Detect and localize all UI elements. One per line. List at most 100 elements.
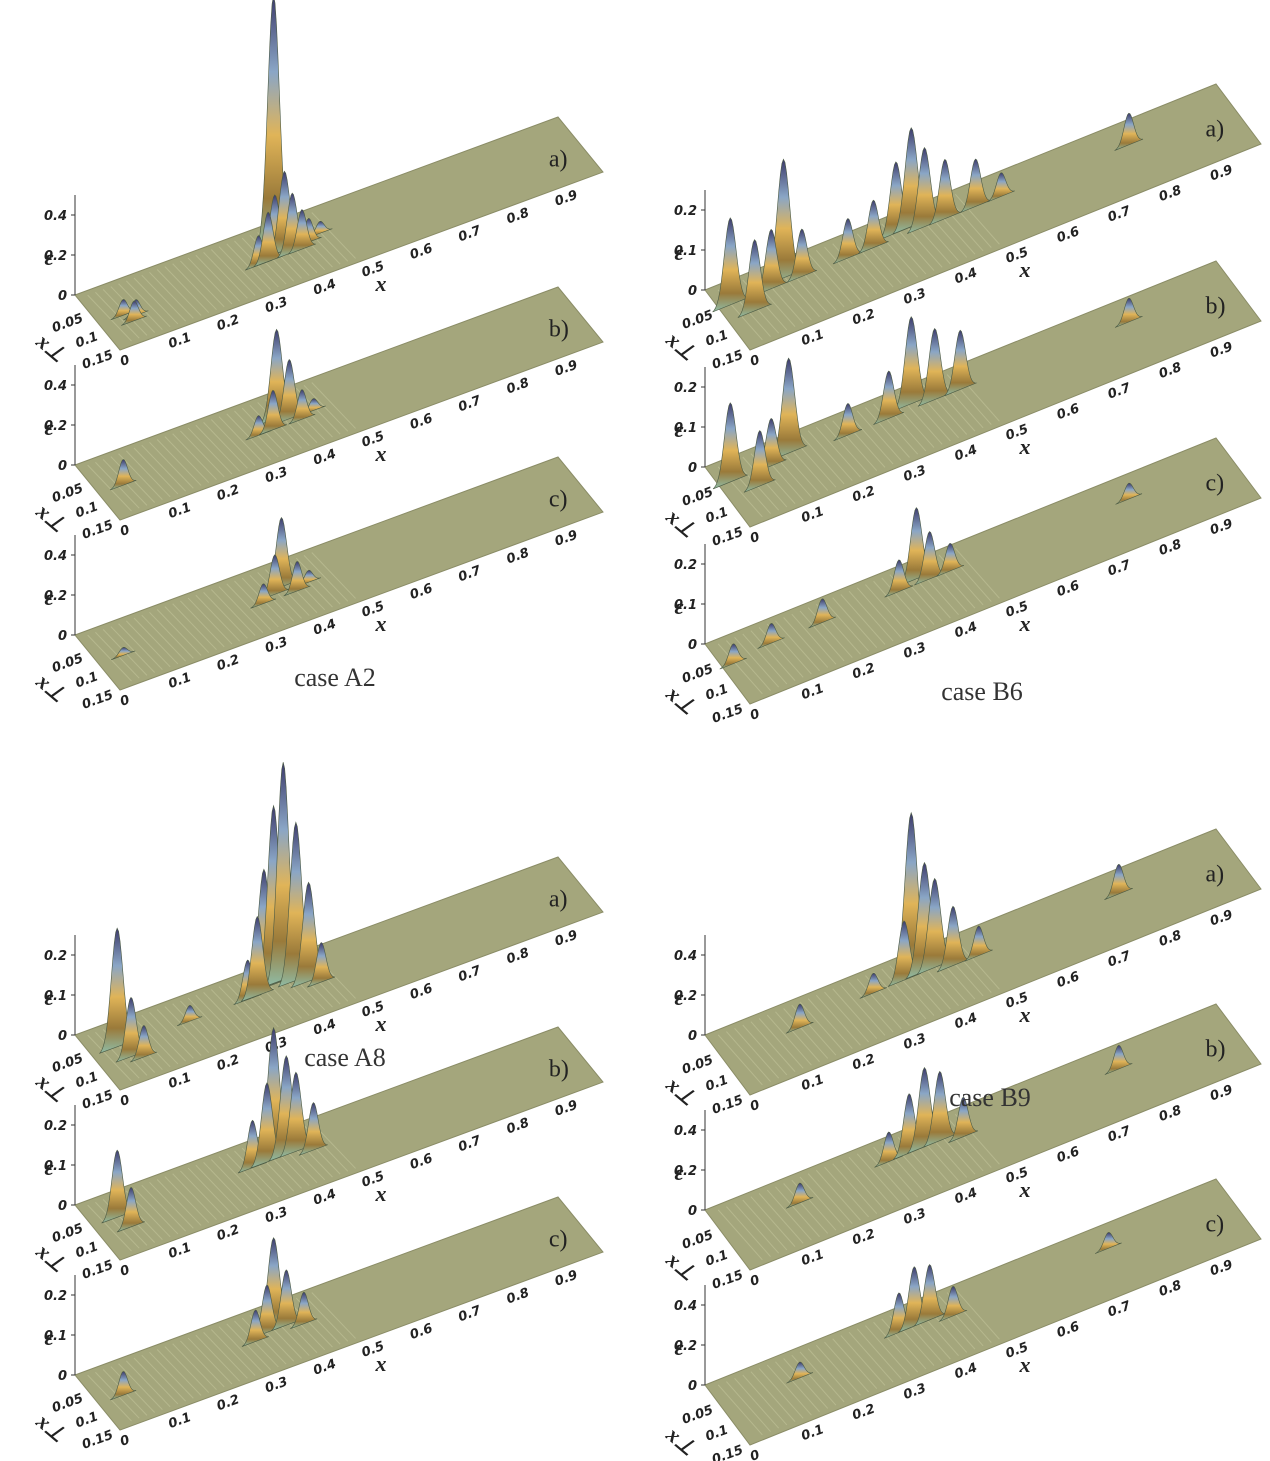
x-tick-label: 0.2 xyxy=(850,484,877,506)
x-tick-label: 0.5 xyxy=(1004,599,1031,621)
ripple xyxy=(180,430,225,478)
xperp-tick-label: 0.05 xyxy=(680,1228,715,1253)
ripple xyxy=(164,1006,210,1053)
x-label: x xyxy=(1019,434,1031,459)
ripple xyxy=(783,1008,829,1059)
x-tick-label: 0.4 xyxy=(311,277,338,299)
ripple xyxy=(734,1377,780,1429)
peak xyxy=(1115,482,1143,505)
plot-label: c) xyxy=(1205,470,1224,496)
x-tick-label: 0.6 xyxy=(1055,401,1082,423)
ripple xyxy=(172,1173,217,1221)
ripple xyxy=(218,586,264,633)
x-tick-label: 0.6 xyxy=(1055,578,1082,600)
plot-label: c) xyxy=(549,1226,568,1252)
x-tick-label: 0.8 xyxy=(505,1115,532,1137)
x-tick-label: 0.1 xyxy=(799,1422,826,1444)
plot-label: c) xyxy=(1205,1211,1224,1237)
ripple xyxy=(125,1360,171,1408)
eps-tick-label: 0.2 xyxy=(674,1164,697,1179)
ripple xyxy=(824,1166,869,1218)
plane xyxy=(704,1003,1262,1271)
peak xyxy=(857,199,889,255)
ripple xyxy=(832,988,878,1040)
ripple xyxy=(734,1202,780,1254)
ripple xyxy=(226,983,271,1031)
x-tick-label: 0.7 xyxy=(456,563,484,585)
ripple xyxy=(815,1169,861,1221)
xperp-tick-label: 0.05 xyxy=(50,1221,85,1246)
xperp-tick-label: 0.05 xyxy=(680,662,715,687)
ripple xyxy=(856,978,902,1030)
x-tick-label: 0.8 xyxy=(505,945,532,967)
plot-label: b) xyxy=(1205,1036,1225,1062)
x-tick-label: 0.7 xyxy=(456,223,484,245)
x-tick-label: 0.6 xyxy=(1055,224,1082,246)
ripple xyxy=(156,1009,202,1056)
x-label: x xyxy=(1019,1002,1031,1027)
eps-tick-label: 0.2 xyxy=(674,1339,697,1354)
x-tick-label: 0.4 xyxy=(953,1360,980,1382)
x-tick-label: 0.5 xyxy=(360,429,387,451)
eps-label: ε xyxy=(44,1155,53,1180)
eps-tick-label: 0.1 xyxy=(44,1159,67,1174)
ripple xyxy=(758,1018,804,1069)
x-tick-label: 0.9 xyxy=(553,1098,580,1120)
ripple xyxy=(218,246,264,293)
peak xyxy=(1094,1232,1122,1254)
ripple xyxy=(195,254,241,302)
ripple xyxy=(311,1292,356,1339)
ripple xyxy=(873,580,919,632)
xperp-tick-label: 0.15 xyxy=(80,688,115,713)
ripple xyxy=(807,998,853,1049)
ripple xyxy=(288,1300,333,1348)
x-tick-label: 0.1 xyxy=(167,1240,194,1262)
caption: case B6 xyxy=(941,677,1023,706)
x-tick-label: 0.9 xyxy=(553,928,580,950)
ripple xyxy=(824,423,869,475)
ripple xyxy=(187,597,233,645)
xperp-tick-label: 0.15 xyxy=(80,1258,115,1283)
ripple xyxy=(717,643,763,695)
ripple xyxy=(164,606,210,653)
ripple xyxy=(717,1384,763,1436)
eps-tick-label: 0.2 xyxy=(674,558,697,573)
x-tick-label: 0 xyxy=(118,1433,132,1450)
x-tick-label: 0 xyxy=(118,693,132,710)
x-label: x xyxy=(375,1351,387,1376)
x-tick-label: 0.8 xyxy=(505,545,532,567)
eps-tick-label: 0.2 xyxy=(674,989,697,1004)
ripple xyxy=(775,1011,820,1063)
x-tick-label: 0.3 xyxy=(263,464,290,486)
ripple xyxy=(807,1348,853,1399)
ripple xyxy=(954,547,1000,599)
x-tick-label: 0.5 xyxy=(360,259,387,281)
x-tick-label: 0.1 xyxy=(167,1410,194,1432)
ripple xyxy=(210,249,256,296)
ripple xyxy=(210,1159,256,1206)
ripple xyxy=(95,1201,140,1249)
xperp-tick-label: 0.1 xyxy=(74,1069,101,1091)
ripple xyxy=(141,614,186,662)
ripple xyxy=(187,1337,233,1385)
plot-label: a) xyxy=(1205,116,1224,142)
x-label: x xyxy=(375,1011,387,1036)
peak xyxy=(786,228,818,283)
ripple xyxy=(824,600,869,652)
x-tick-label: 0.1 xyxy=(799,327,826,349)
plane xyxy=(74,286,604,521)
ripple xyxy=(226,1153,271,1201)
eps-label: ε xyxy=(44,415,53,440)
x-tick-label: 0.2 xyxy=(850,307,877,329)
ripple xyxy=(210,1329,256,1376)
eps-label: ε xyxy=(44,1325,53,1350)
eps-label: ε xyxy=(44,585,53,610)
x-tick-label: 0.3 xyxy=(902,1381,929,1403)
ripple xyxy=(95,1031,140,1079)
ripple xyxy=(799,1176,845,1228)
peak xyxy=(1104,1044,1133,1075)
ripple xyxy=(87,294,132,342)
x-tick-label: 0.3 xyxy=(902,1031,929,1053)
xperp-label: x⊥ xyxy=(661,503,701,542)
